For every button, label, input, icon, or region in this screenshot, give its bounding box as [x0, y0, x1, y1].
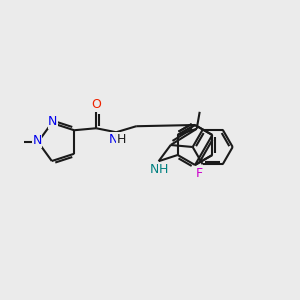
Text: N: N: [150, 163, 159, 176]
Text: N: N: [48, 116, 58, 128]
Text: F: F: [196, 167, 203, 180]
Text: O: O: [91, 98, 101, 111]
Text: H: H: [116, 133, 126, 146]
Text: N: N: [32, 134, 42, 148]
Text: N: N: [109, 133, 118, 146]
Text: H: H: [159, 163, 168, 176]
Text: O: O: [91, 98, 101, 111]
